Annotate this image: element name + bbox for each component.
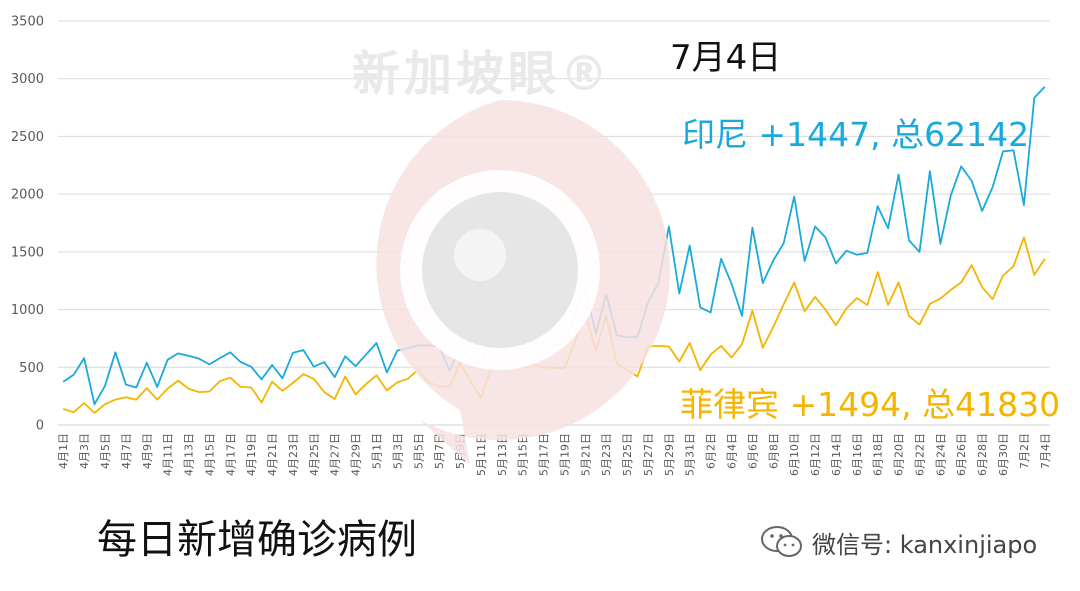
- x-tick-label: 6月20日: [893, 433, 906, 476]
- x-tick-label: 4月25日: [308, 433, 321, 476]
- y-tick-label: 1500: [11, 245, 44, 260]
- x-tick-label: 6月26日: [955, 433, 968, 476]
- x-tick-label: 5月1日: [370, 433, 383, 469]
- x-tick-label: 4月19日: [245, 433, 258, 476]
- x-tick-label: 4月21日: [266, 433, 279, 476]
- x-tick-label: 4月27日: [329, 433, 342, 476]
- x-tick-label: 6月12日: [809, 433, 822, 476]
- x-tick-label: 5月17日: [538, 433, 551, 476]
- x-tick-label: 6月30日: [997, 433, 1010, 476]
- x-tick-label: 5月11日: [475, 433, 488, 476]
- x-axis: 4月1日 4月3日 4月5日 4月7日 4月9日 4月11日 4月13日 4月15日 4月17日…: [57, 433, 1052, 476]
- x-tick-label: 7月4日: [1039, 433, 1052, 469]
- indonesia-annotation: 印尼 +1447, 总62142: [682, 115, 1030, 154]
- x-tick-label: 6月8日: [767, 433, 780, 469]
- x-tick-label: 6月4日: [726, 433, 739, 469]
- wechat-badge: 微信号: kanxinjiapo: [760, 524, 1037, 560]
- x-tick-label: 4月13日: [183, 433, 196, 476]
- x-tick-label: 4月29日: [350, 433, 363, 476]
- x-tick-label: 4月23日: [287, 433, 300, 476]
- y-tick-label: 0: [36, 419, 44, 434]
- x-tick-label: 4月9日: [141, 433, 154, 469]
- x-tick-label: 4月17日: [224, 433, 237, 476]
- x-tick-label: 5月3日: [391, 433, 404, 469]
- y-tick-label: 2500: [11, 130, 44, 145]
- x-tick-label: 6月24日: [934, 433, 947, 476]
- x-tick-label: 5月23日: [600, 433, 613, 476]
- x-tick-label: 5月7日: [433, 433, 446, 469]
- x-tick-label: 4月7日: [120, 433, 133, 469]
- x-tick-label: 5月19日: [558, 433, 571, 476]
- x-tick-label: 6月6日: [746, 433, 759, 469]
- x-tick-label: 4月15日: [203, 433, 216, 476]
- philippines-annotation: 菲律宾 +1494, 总41830: [680, 385, 1061, 424]
- y-tick-label: 1000: [11, 303, 44, 318]
- x-tick-label: 7月2日: [1018, 433, 1031, 469]
- x-tick-label: 5月27日: [642, 433, 655, 476]
- x-tick-label: 5月31日: [684, 433, 697, 476]
- x-tick-label: 6月28日: [976, 433, 989, 476]
- x-tick-label: 5月21日: [579, 433, 592, 476]
- x-tick-label: 6月16日: [851, 433, 864, 476]
- wechat-label: 微信号: kanxinjiapo: [812, 530, 1038, 559]
- y-tick-label: 2000: [11, 188, 44, 203]
- x-tick-label: 4月3日: [78, 433, 91, 469]
- x-tick-label: 6月18日: [872, 433, 885, 476]
- y-tick-label: 3000: [11, 72, 44, 87]
- x-tick-label: 5月5日: [412, 433, 425, 469]
- wechat-icon: [761, 526, 802, 557]
- x-tick-label: 6月14日: [830, 433, 843, 476]
- chart-caption: 每日新增确诊病例: [97, 517, 417, 563]
- x-tick-label: 4月1日: [57, 433, 70, 469]
- grid-lines: [58, 20, 1050, 426]
- y-tick-label: 500: [19, 361, 44, 376]
- x-tick-label: 5月25日: [621, 433, 634, 476]
- x-tick-label: 6月2日: [705, 433, 718, 469]
- x-tick-label: 5月13日: [496, 433, 509, 476]
- x-tick-label: 5月15日: [517, 433, 530, 476]
- x-tick-label: 5月9日: [454, 433, 467, 469]
- y-tick-label: 3500: [11, 15, 44, 30]
- x-tick-label: 4月5日: [99, 433, 112, 469]
- x-tick-label: 5月29日: [663, 433, 676, 476]
- x-tick-label: 4月11日: [162, 433, 175, 476]
- date-label: 7月4日: [670, 38, 782, 78]
- x-tick-label: 6月22日: [913, 433, 926, 476]
- y-axis: 0 500 1000 1500 2000 2500 3000 3500: [11, 15, 44, 434]
- x-tick-label: 6月10日: [788, 433, 801, 476]
